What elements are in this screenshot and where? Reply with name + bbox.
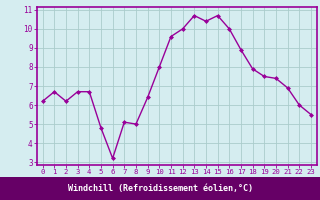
Text: Windchill (Refroidissement éolien,°C): Windchill (Refroidissement éolien,°C): [68, 184, 252, 193]
